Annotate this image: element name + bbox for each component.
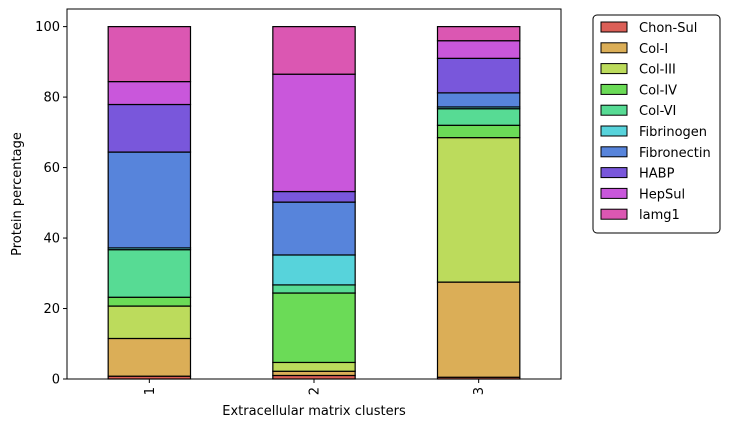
bar-segment-1-hepsul [107, 80, 192, 106]
legend-swatch [600, 42, 628, 54]
legend-label: Col-IV [639, 83, 677, 98]
x-tick-label: 1 [143, 387, 158, 395]
y-tick-label: 80 [43, 91, 60, 106]
legend-label: Col-I [639, 42, 668, 57]
bar-segment-2-col-iii [272, 361, 356, 372]
legend: Chon-Sul Col-I Col-III Col-IV Col-VI Fibrinog… [592, 14, 721, 234]
bar-segment-1-col-iv [107, 296, 192, 307]
bar-segment-2-hepsul [272, 73, 356, 193]
legend-label: Fibronectin [639, 146, 711, 161]
legend-swatch [600, 104, 628, 116]
legend-label: HepSul [639, 187, 685, 202]
legend-label: Col-VI [639, 104, 676, 119]
bar-segment-1-col-vi [107, 249, 192, 298]
legend-swatch [600, 125, 628, 137]
bar-segment-2-col-vi [272, 284, 356, 294]
bar-segment-3-hepsul [436, 40, 521, 59]
axes-layer: 0 20 40 60 80 100 1 2 3 Extracellular matrix clus… [10, 8, 562, 419]
bar-segment-1-fibronectin [107, 151, 192, 249]
bar-segment-2-fibronectin [272, 201, 356, 256]
bar-segment-2-col-iv [272, 292, 356, 364]
bar-segment-3-col-vi [436, 108, 521, 126]
y-tick-label: 60 [43, 161, 60, 176]
bar-segment-1-habp [107, 103, 192, 153]
legend-label: HABP [639, 167, 675, 182]
bar-segment-2-lamg1 [272, 26, 356, 75]
y-tick-label: 20 [43, 302, 60, 317]
legend-label: Col-III [639, 63, 676, 78]
legend-swatch [600, 187, 628, 199]
legend-label: Fibrinogen [639, 125, 707, 140]
bar-segment-3-habp [436, 57, 521, 94]
legend-swatch [600, 63, 628, 75]
y-tick-label: 0 [52, 373, 60, 388]
y-tick-label: 40 [43, 232, 60, 247]
bar-segment-1-col-i [107, 337, 192, 377]
bar-segment-3-lamg1 [436, 26, 521, 42]
legend-swatch [600, 167, 628, 179]
legend-swatch [600, 83, 628, 95]
legend-label: lamg1 [639, 208, 680, 223]
bar-segment-2-col-i [272, 370, 356, 377]
bars-layer [107, 26, 521, 380]
x-tick-label: 3 [472, 387, 487, 395]
y-axis-label: Protein percentage [10, 132, 25, 256]
bar-segment-3-col-i [436, 281, 521, 378]
x-axis-label: Extracellular matrix clusters [222, 404, 406, 419]
legend-swatch [600, 146, 628, 158]
bar-segment-3-col-iv [436, 124, 521, 139]
bar-segment-2-habp [272, 190, 356, 203]
legend-swatch [600, 208, 628, 220]
legend-swatch [600, 21, 628, 33]
y-tick-label: 100 [35, 20, 60, 35]
bar-segment-3-col-iii [436, 137, 521, 283]
bar-segment-1-col-iii [107, 305, 192, 340]
bar-segment-3-fibronectin [436, 92, 521, 108]
bar-segment-2-fibrinogen [272, 254, 356, 286]
bar-segment-1-lamg1 [107, 26, 192, 83]
legend-label: Chon-Sul [639, 21, 697, 36]
x-tick-label: 2 [308, 387, 323, 395]
